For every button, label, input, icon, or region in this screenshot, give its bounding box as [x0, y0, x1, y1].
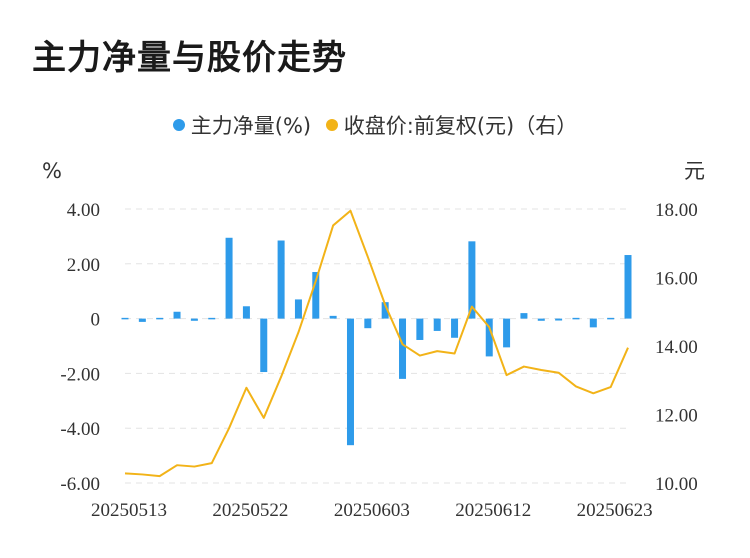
y-left-tick-label: -6.00 — [60, 474, 100, 495]
bar — [242, 306, 250, 319]
x-tick-label: 20250623 — [577, 500, 653, 521]
y-right-unit: 元 — [684, 159, 705, 183]
y-left-tick-label: -4.00 — [60, 419, 100, 440]
chart-title: 主力净量与股价走势 — [32, 38, 347, 78]
bar — [416, 318, 424, 340]
y-right-tick-label: 12.00 — [655, 406, 698, 427]
grid-lines — [125, 208, 628, 484]
bar — [329, 315, 337, 319]
bar — [138, 318, 146, 322]
bar — [399, 318, 407, 379]
bar — [190, 318, 198, 321]
bar — [589, 318, 597, 328]
y-right-tick-label: 10.00 — [655, 474, 698, 495]
bar — [260, 318, 268, 373]
legend-dot-close-price — [325, 119, 338, 131]
x-tick-label: 20250522 — [212, 500, 288, 521]
bar — [503, 318, 511, 348]
x-tick-label: 20250513 — [91, 500, 167, 521]
bar — [572, 317, 580, 320]
y-left-tick-label: 2.00 — [67, 255, 100, 276]
y-left-tick-label: 0 — [91, 310, 101, 331]
bar — [294, 299, 302, 319]
bar — [381, 302, 389, 319]
y-right-tick-label: 18.00 — [655, 200, 698, 221]
bar — [312, 272, 320, 319]
legend-item-close-price[interactable]: 收盘价:前复权(元)（右） — [325, 110, 578, 140]
bar — [173, 311, 181, 319]
axes-labels: % 元 4.00 2.00 0 -2.00 -4.00 -6.00 18.00 16.00 14… — [42, 159, 705, 521]
legend-label-close-price: 收盘价:前复权(元)（右） — [343, 114, 578, 138]
y-left-tick-label: 4.00 — [67, 200, 100, 221]
x-tick-label: 20250603 — [334, 500, 410, 521]
bar — [346, 318, 354, 446]
legend-item-net-volume[interactable]: 主力净量(%) — [172, 110, 312, 140]
bar — [468, 241, 476, 319]
bar — [520, 313, 528, 319]
y-right-tick-label: 14.00 — [655, 337, 698, 358]
bar — [225, 237, 233, 319]
y-left-unit: % — [42, 159, 62, 183]
bar — [607, 317, 615, 320]
legend-label-net-volume: 主力净量(%) — [190, 114, 312, 138]
price-line — [124, 209, 629, 478]
legend: 主力净量(%) 收盘价:前复权(元)（右） — [0, 110, 750, 140]
bar — [451, 318, 459, 338]
bar — [156, 317, 164, 320]
bar — [121, 317, 129, 320]
bar — [485, 318, 493, 357]
bar — [624, 255, 632, 319]
x-tick-label: 20250612 — [455, 500, 531, 521]
bar — [364, 318, 372, 329]
bar — [555, 318, 563, 321]
legend-dot-net-volume — [172, 119, 185, 131]
bar — [277, 240, 285, 319]
bar-series — [121, 237, 632, 446]
bar — [433, 318, 441, 331]
bar — [208, 317, 216, 320]
bar — [537, 318, 545, 321]
line-series — [124, 209, 629, 478]
y-left-tick-label: -2.00 — [60, 364, 100, 385]
y-right-tick-label: 16.00 — [655, 269, 698, 290]
